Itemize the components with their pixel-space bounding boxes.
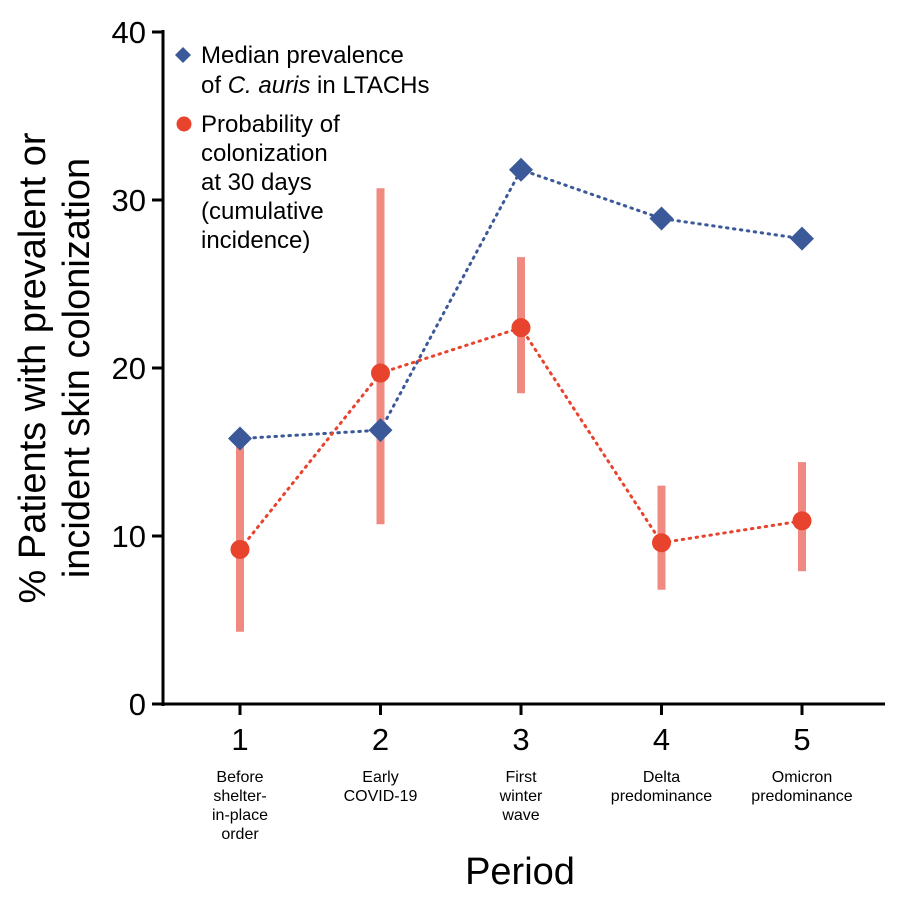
data-markers	[228, 157, 814, 559]
period-label-line: Before	[216, 769, 263, 786]
legend-probability-line: (cumulative	[201, 198, 324, 225]
y-axis-title: % Patients with prevalent orincident ski…	[12, 132, 98, 603]
prevalence-diamond-marker	[228, 426, 252, 451]
legend-probability-line: colonization	[201, 140, 328, 167]
legend-text-part: C. auris	[228, 72, 311, 99]
period-label-line: First	[505, 769, 537, 786]
prevalence-diamond-marker	[790, 226, 814, 251]
period-label: First winter wave	[499, 769, 543, 824]
x-tick-label: 1	[231, 722, 248, 757]
period-label-line: shelter-	[213, 788, 266, 805]
prevalence-diamond-marker	[509, 157, 533, 182]
legend-text-part: of	[201, 72, 228, 99]
y-tick-label: 40	[112, 15, 146, 50]
x-tick-label: 3	[512, 722, 529, 757]
period-label-line: in-place	[212, 807, 268, 824]
probability-circle-marker	[230, 539, 250, 559]
period-label-line: winter	[499, 788, 543, 805]
y-tick-label: 0	[129, 687, 146, 722]
probability-circle-marker	[792, 511, 812, 531]
probability-circle-marker	[511, 318, 531, 338]
x-axis-title: Period	[465, 851, 575, 893]
x-tick-label: 4	[653, 722, 670, 757]
period-label-line: wave	[501, 807, 539, 824]
legend: Median prevalence of C. auris in LTACHs Pr…	[175, 42, 430, 254]
y-tick-label: 20	[112, 351, 146, 386]
x-tick-label: 2	[372, 722, 389, 757]
prevalence-diamond-marker	[368, 418, 393, 443]
probability-circle-marker	[652, 533, 671, 553]
y-axis-title-line: incident skin colonization	[56, 158, 98, 578]
period-label: Delta predominance	[611, 769, 713, 805]
prevalence-diamond-marker	[649, 206, 674, 231]
period-label-line: Omicron	[772, 769, 832, 786]
period-label: Omicron predominance	[751, 769, 853, 805]
probability-circle-marker	[371, 363, 390, 383]
period-label: Early COVID-19	[344, 769, 418, 805]
legend-text-part: Median prevalence	[201, 42, 404, 69]
legend-text-part: in LTACHs	[310, 72, 429, 99]
legend-probability-line: incidence)	[201, 227, 310, 254]
y-tick-label: 30	[112, 183, 146, 218]
x-tick-label: 5	[793, 722, 810, 757]
error-bars	[236, 188, 806, 632]
axis-labels: 0 10 20 30 40 1 Before shelter-in-place order 2 Ea…	[12, 15, 853, 893]
y-tick-label: 10	[112, 519, 146, 554]
period-label-line: COVID-19	[344, 788, 418, 805]
legend-diamond-icon	[175, 47, 191, 63]
y-axis-title-line: % Patients with prevalent or	[12, 132, 54, 603]
legend-probability-line: at 30 days	[201, 169, 312, 196]
period-label-line: Delta	[643, 769, 680, 786]
period-label-line: predominance	[611, 788, 713, 805]
legend-prevalence-line: of C. auris in LTACHs	[201, 72, 430, 99]
period-label-line: Early	[362, 769, 398, 786]
axes	[152, 30, 885, 715]
period-label-line: predominance	[751, 788, 853, 805]
legend-circle-icon	[176, 116, 192, 132]
period-label: Before shelter-in-place order	[212, 769, 268, 843]
legend-prevalence-line: Median prevalence	[201, 42, 404, 69]
legend-probability-line: Probability of	[201, 111, 340, 138]
period-label-line: order	[221, 826, 259, 843]
